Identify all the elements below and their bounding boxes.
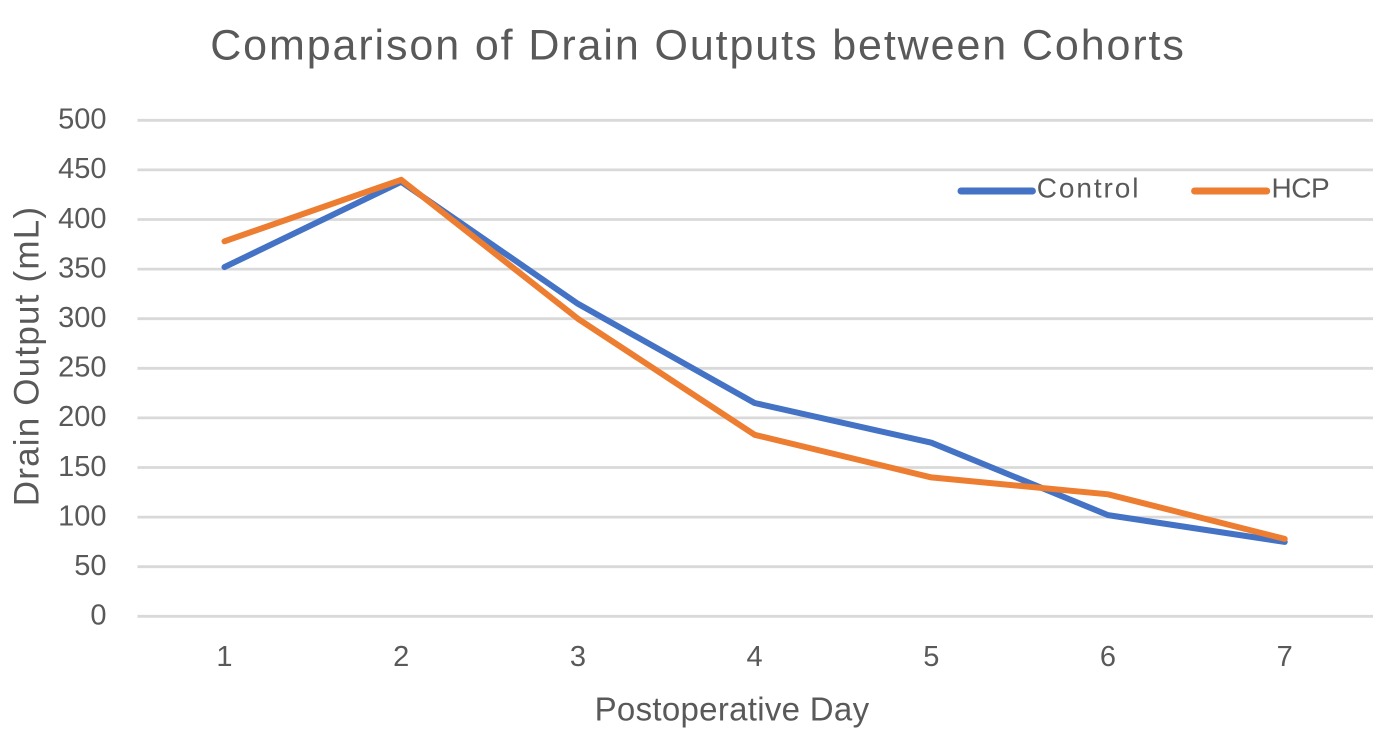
svg-text:Postoperative Day: Postoperative Day: [595, 691, 870, 728]
svg-text:450: 450: [58, 153, 106, 185]
svg-text:300: 300: [58, 302, 106, 334]
svg-text:HCP: HCP: [1272, 173, 1330, 204]
svg-text:350: 350: [58, 252, 106, 284]
svg-text:0: 0: [90, 600, 106, 632]
svg-text:Comparison of Drain Outputs be: Comparison of Drain Outputs between Coho…: [210, 22, 1186, 70]
svg-text:200: 200: [58, 401, 106, 433]
svg-text:2: 2: [393, 641, 409, 673]
svg-text:5: 5: [923, 641, 939, 673]
svg-text:50: 50: [74, 550, 106, 582]
svg-text:6: 6: [1100, 641, 1116, 673]
svg-text:7: 7: [1277, 641, 1293, 673]
svg-text:4: 4: [747, 641, 763, 673]
svg-text:400: 400: [58, 203, 106, 235]
svg-text:Drain Output (mL): Drain Output (mL): [8, 206, 47, 507]
svg-text:500: 500: [58, 104, 106, 136]
svg-text:150: 150: [58, 451, 106, 483]
svg-text:3: 3: [570, 641, 586, 673]
svg-text:250: 250: [58, 352, 106, 384]
svg-text:Control: Control: [1037, 173, 1141, 204]
svg-text:100: 100: [58, 500, 106, 532]
svg-text:1: 1: [216, 641, 232, 673]
